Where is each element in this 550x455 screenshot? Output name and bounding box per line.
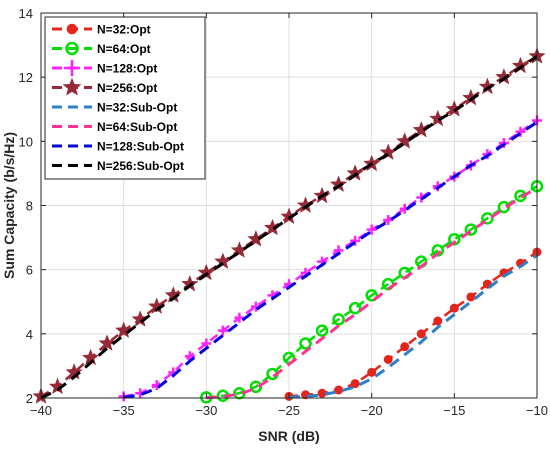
x-tick-label: −15 [443,403,465,418]
data-point-marker [433,316,443,326]
legend-entry: N=128:Opt [52,60,157,76]
y-tick-label: 4 [26,327,33,342]
data-point-marker [65,41,79,56]
y-axis-label: Sum Capacity (b/s/Hz) [1,132,17,279]
legend-label: N=32:Sub-Opt [97,101,177,115]
y-tick-label: 14 [19,6,33,21]
legend-label: N=128:Sub-Opt [97,140,184,154]
data-point-marker [217,325,228,336]
data-point-marker [197,263,216,281]
y-tick-label: 8 [26,199,33,214]
y-tick-label: 2 [26,391,33,406]
data-point-marker [346,164,364,181]
data-point-marker [464,223,478,236]
series-line [123,119,538,398]
data-point-marker [332,313,345,326]
x-tick-label: −40 [30,403,52,418]
ticks: −40 −35 −30 −25 −20 −15 −10 2 4 6 8 10 12 14 [19,6,549,418]
legend-entry: N=32:Sub-Opt [52,101,177,115]
legend-entry: N=64:Opt [52,41,151,56]
data-point-marker [495,67,513,85]
legend-entry: N=64:Sub-Opt [52,120,177,134]
series-line [40,55,538,400]
legend-label: N=256:Opt [97,81,157,95]
data-point-marker [329,175,348,193]
y-tick-label: 6 [26,263,33,278]
series-n-32-opt [284,247,542,401]
data-point-marker [416,329,426,339]
legend-label: N=64:Sub-Opt [97,120,177,134]
series-layer [32,47,546,404]
series-n-64-sub-opt [206,186,538,400]
series-line [288,253,538,399]
x-tick-label: −35 [113,403,135,418]
data-point-marker [478,77,497,95]
series-line [123,120,538,399]
data-point-marker [383,355,393,364]
legend-label: N=64:Opt [97,42,151,56]
y-tick-label: 10 [19,134,33,149]
data-point-marker [98,334,116,351]
data-point-marker [365,289,378,302]
data-point-marker [299,337,312,350]
data-point-marker [348,301,362,315]
x-axis-label: SNR (dB) [258,428,319,444]
data-point-marker [367,367,377,377]
data-point-marker [383,214,394,225]
data-point-marker [400,342,410,352]
legend-label: N=256:Sub-Opt [97,159,184,173]
data-point-marker [449,303,459,313]
data-point-marker [334,385,344,395]
data-point-marker [481,212,494,225]
data-point-marker [181,274,199,292]
legend-label: N=32:Opt [97,23,151,37]
data-point-marker [66,23,78,35]
data-point-marker [511,56,530,74]
series-line [288,250,538,398]
x-tick-label: −10 [526,403,548,418]
series-n-32-sub-opt [288,253,538,399]
data-point-marker [114,321,133,339]
x-tick-label: −25 [278,403,300,418]
x-tick-label: −30 [195,403,217,418]
legend-entry: N=128:Sub-Opt [52,140,184,154]
data-point-marker [62,77,82,96]
data-point-marker [64,60,80,76]
data-point-marker [234,312,245,323]
legend-label: N=128:Opt [97,62,157,76]
series-n-128-sub-opt [123,120,538,399]
legend-entry: N=256:Sub-Opt [52,159,184,173]
series-n-256-sub-opt [40,55,538,400]
series-line [206,186,538,400]
data-point-marker [466,292,476,302]
data-point-marker [366,224,377,235]
data-point-marker [315,324,329,337]
x-tick-label: −20 [361,403,383,418]
legend-entry: N=32:Opt [52,23,151,37]
y-tick-label: 12 [19,70,33,85]
legend-entry: N=256:Opt [52,77,157,96]
legend: N=32:Opt N=64:Opt N=128:Opt N=256:Opt N=32:S… [44,16,206,180]
